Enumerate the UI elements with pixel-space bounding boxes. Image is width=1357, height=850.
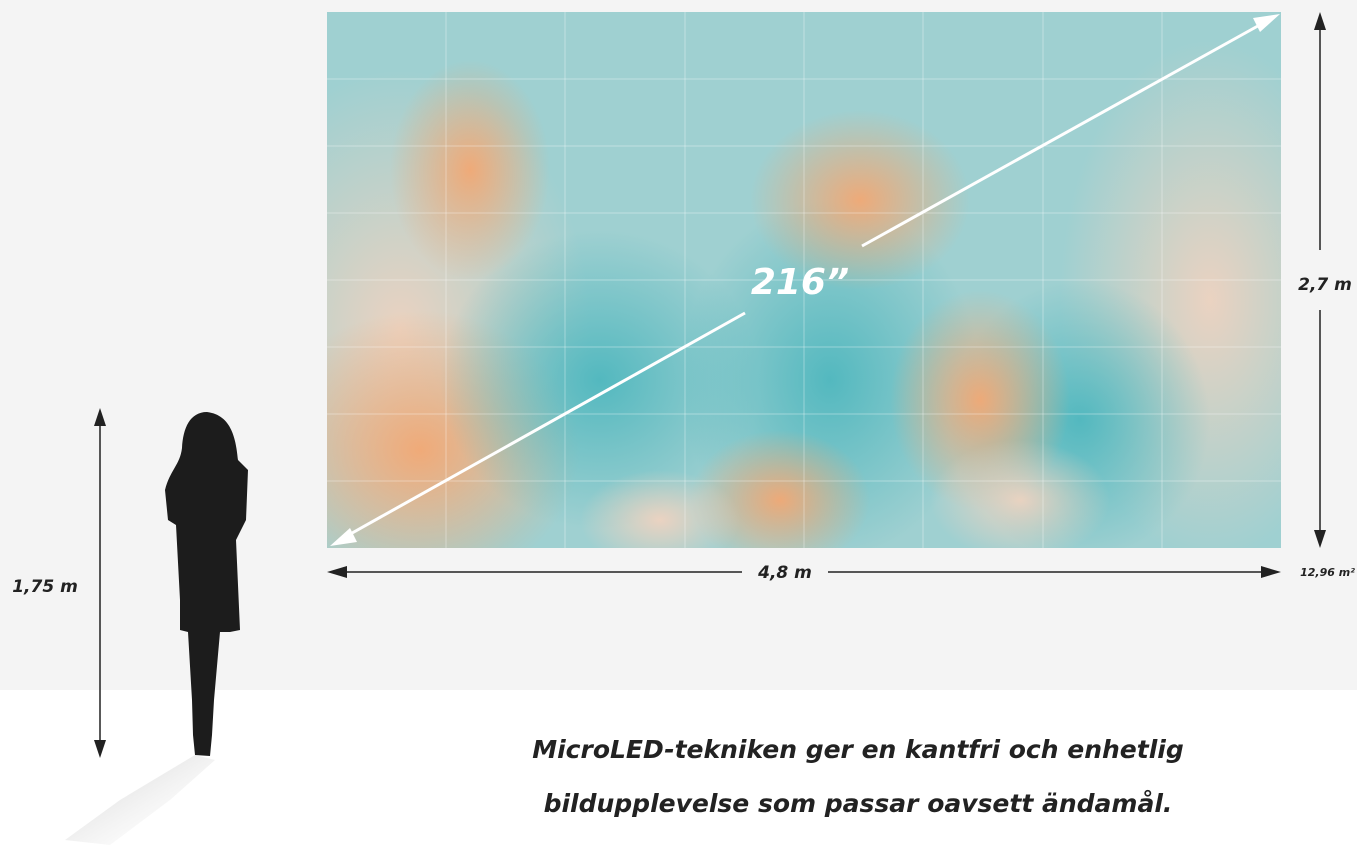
- area-label: 12,96 m²: [1300, 566, 1355, 579]
- infographic: 216” 2,7 m 4,8 m 12,96 m² 1,75 m MicroLE…: [0, 0, 1357, 850]
- width-label: 4,8 m: [757, 563, 812, 583]
- page: 216” 2,7 m 4,8 m 12,96 m² 1,75 m MicroLE…: [0, 0, 1357, 850]
- height-label: 2,7 m: [1298, 275, 1352, 295]
- diagonal-label: 216”: [751, 262, 849, 303]
- caption-line: MicroLED-tekniken ger en kantfri och enh…: [532, 735, 1184, 764]
- person-height-label: 1,75 m: [12, 577, 78, 597]
- caption-line: bildupplevelse som passar oavsett ändamå…: [544, 789, 1173, 818]
